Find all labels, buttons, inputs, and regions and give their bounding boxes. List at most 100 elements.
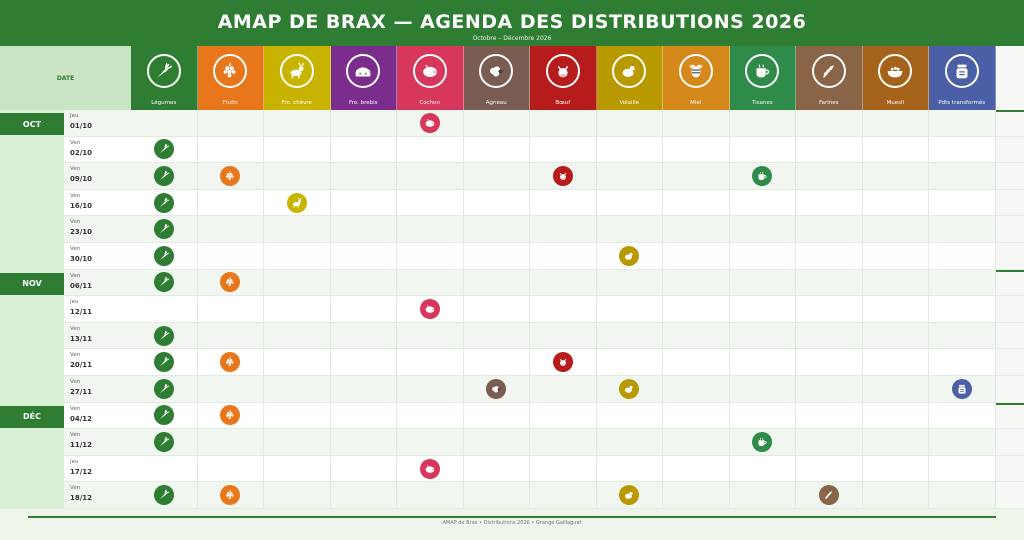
chicken-icon <box>625 251 634 260</box>
day-of-week: Jeu <box>70 299 79 306</box>
date-cell: Ven 30/10 <box>64 242 131 270</box>
column-label: Cochon <box>419 100 441 106</box>
carrot-icon <box>159 357 169 367</box>
distribution-date: 17/12 <box>70 467 93 476</box>
cell-fruits <box>197 189 264 217</box>
column-label: Muesli <box>886 100 905 106</box>
cell-transformes <box>929 322 996 350</box>
goat-icon <box>290 62 304 79</box>
cell-cochon <box>397 375 464 403</box>
column-label: Fro. brebis <box>348 100 378 106</box>
goat-icon-badge <box>279 54 314 88</box>
cell-brebis <box>330 163 397 190</box>
cell-transformes <box>929 242 996 270</box>
cell-cochon <box>397 216 464 243</box>
row-tail <box>995 163 1024 190</box>
farines-distribution-marker <box>818 485 839 506</box>
cell-tisanes <box>729 455 796 483</box>
date-cell: Ven 09/10 <box>64 163 131 190</box>
column-label: Fro. chèvre <box>281 100 312 106</box>
cell-tisanes <box>729 163 796 190</box>
volaille-distribution-marker <box>619 485 640 506</box>
month-cell <box>0 375 64 403</box>
cell-cochon <box>397 189 464 217</box>
cell-agneau <box>463 163 530 190</box>
cell-chevre <box>264 189 331 217</box>
legumes-distribution-marker <box>153 431 174 452</box>
day-of-week: Ven <box>70 245 81 252</box>
date-cell: Ven 23/10 <box>64 216 131 243</box>
page-header: AMAP DE BRAX — AGENDA DES DISTRIBUTIONS … <box>0 0 1024 46</box>
cell-tisanes <box>729 375 796 403</box>
cell-brebis <box>330 136 397 164</box>
pig-icon-badge <box>412 54 447 88</box>
cell-agneau <box>463 322 530 350</box>
day-of-week: Ven <box>70 219 81 226</box>
month-badge: DÉC <box>0 405 64 428</box>
cow-icon <box>557 66 568 78</box>
bowl-icon <box>887 66 903 78</box>
cell-muesli <box>862 242 929 270</box>
grapes-icon <box>226 277 234 287</box>
cell-cochon <box>397 269 464 297</box>
wheat-icon <box>824 491 832 500</box>
distribution-row: Jeu 17/12 <box>0 455 1024 483</box>
grapes-icon <box>226 356 234 367</box>
legumes-distribution-marker <box>153 352 174 373</box>
cell-farines <box>796 110 863 137</box>
carrot-icon <box>159 330 169 340</box>
pig-icon <box>422 64 437 77</box>
bowl-icon-badge <box>878 54 913 88</box>
column-label: Bœuf <box>555 100 571 106</box>
cell-volaille <box>596 482 663 509</box>
day-of-week: Ven <box>70 325 81 332</box>
column-header-volaille: Volaille <box>596 46 663 110</box>
row-tail <box>995 296 1024 323</box>
cell-fruits <box>197 402 264 430</box>
cell-legumes <box>131 242 198 270</box>
bee-icon-badge <box>678 54 713 88</box>
product-column-headers: Légumes Fruits Fro. chèvre Fro. brebis Cocho… <box>131 46 996 110</box>
distribution-date: 06/11 <box>70 281 93 290</box>
cell-farines <box>796 455 863 483</box>
cell-farines <box>796 349 863 376</box>
cell-fruits <box>197 296 264 323</box>
distribution-row: Jeu 12/11 <box>0 296 1024 323</box>
cell-boeuf <box>530 189 597 217</box>
cell-legumes <box>131 482 198 509</box>
cell-cochon <box>397 163 464 190</box>
cell-fruits <box>197 136 264 164</box>
distribution-date: 23/10 <box>70 228 93 237</box>
cell-miel <box>663 349 730 376</box>
cell-legumes <box>131 296 198 323</box>
cell-fruits <box>197 163 264 190</box>
cell-miel <box>663 163 730 190</box>
legumes-distribution-marker <box>153 378 174 399</box>
cell-chevre <box>264 482 331 509</box>
fruits-distribution-marker <box>220 272 241 293</box>
cell-legumes <box>131 429 198 456</box>
cell-tisanes <box>729 269 796 297</box>
distribution-rows: OCT Jeu 01/10 Ven 02/10 Ven 09/10 Ven 16/10 Ven 23… <box>0 110 1024 509</box>
cell-volaille <box>596 136 663 164</box>
date-cell: Jeu 17/12 <box>64 455 131 483</box>
distribution-date: 20/11 <box>70 361 93 370</box>
distribution-row: Ven 30/10 <box>0 242 1024 270</box>
cell-legumes <box>131 269 198 297</box>
month-cell: DÉC <box>0 402 64 430</box>
distribution-row: NOV Ven 06/11 <box>0 269 1024 297</box>
fruits-distribution-marker <box>220 405 241 426</box>
sheep-icon <box>492 385 501 393</box>
row-tail <box>995 429 1024 456</box>
row-tail <box>995 322 1024 350</box>
month-cell <box>0 429 64 456</box>
cell-miel <box>663 269 730 297</box>
cell-miel <box>663 189 730 217</box>
cell-brebis <box>330 296 397 323</box>
fruits-distribution-marker <box>220 165 241 186</box>
carrot-icon <box>157 62 172 78</box>
cell-volaille <box>596 322 663 350</box>
cell-miel <box>663 242 730 270</box>
cell-muesli <box>862 482 929 509</box>
cell-tisanes <box>729 349 796 376</box>
